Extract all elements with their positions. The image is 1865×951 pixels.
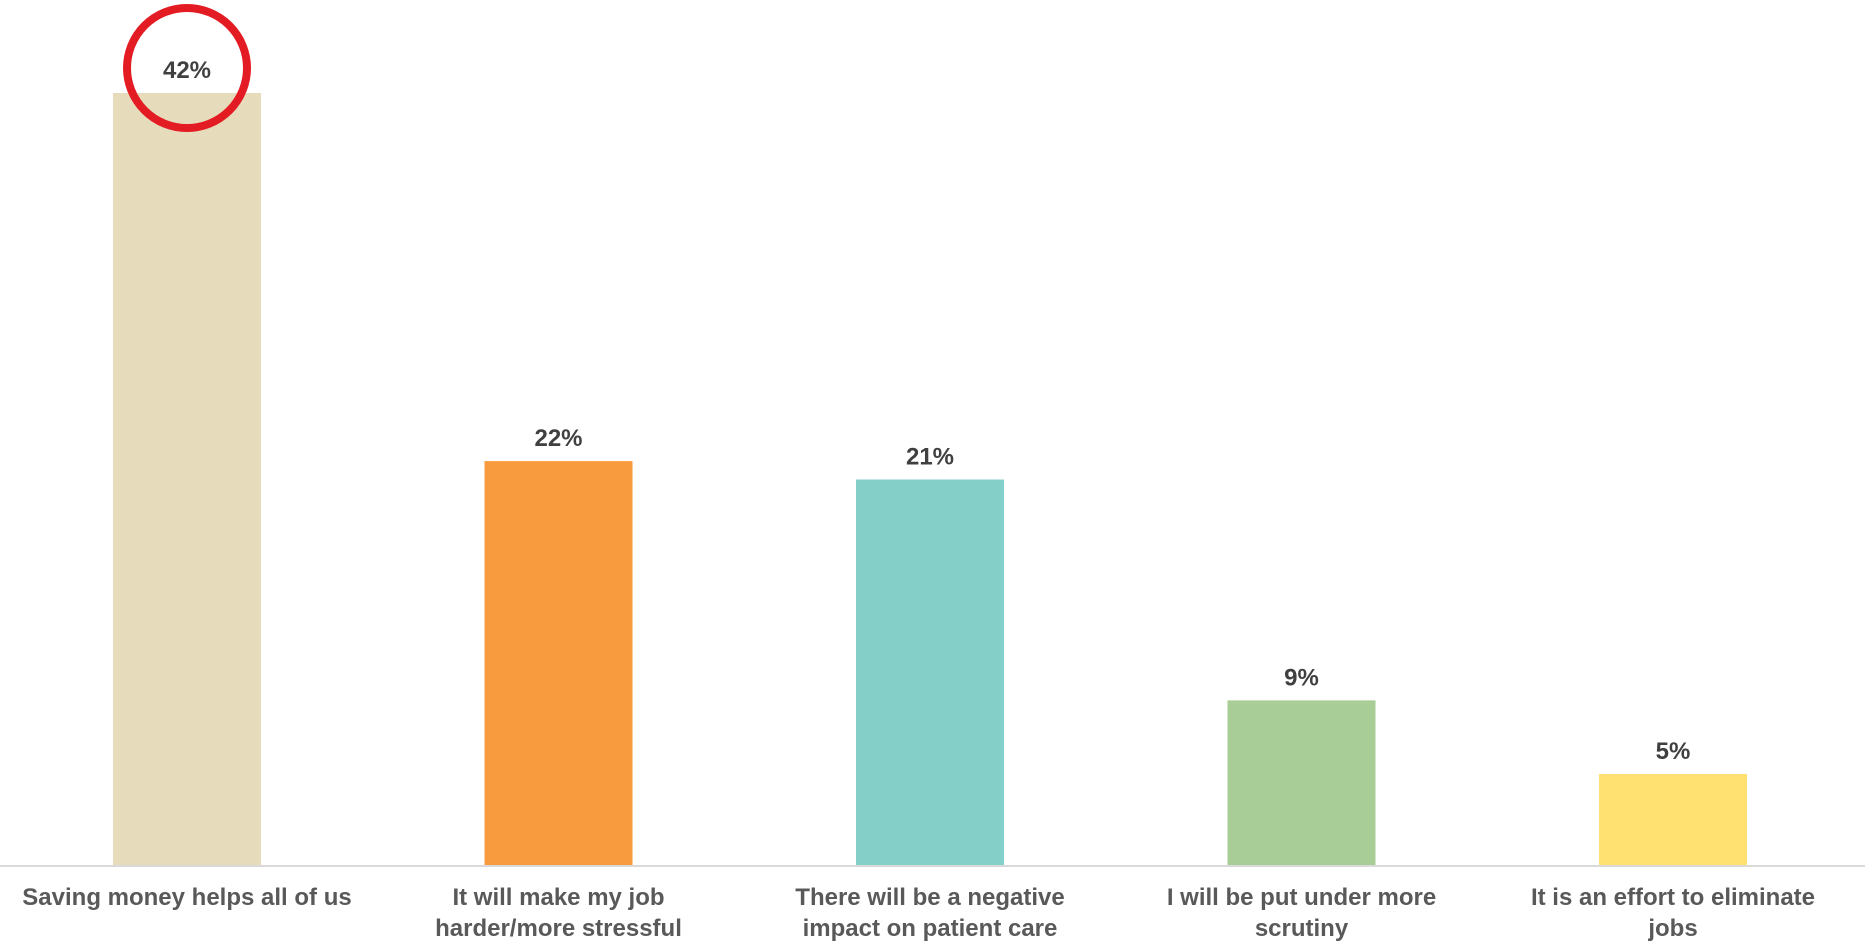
category-label-2: There will be a negative impact on patien…	[795, 884, 1064, 942]
category-label-line: harder/more stressful	[435, 915, 682, 942]
bars-group	[113, 93, 1747, 866]
category-label-3: I will be put under more scrutiny	[1167, 884, 1436, 942]
bar-2	[856, 479, 1004, 866]
highlight-circle	[123, 4, 251, 132]
data-label-3: 9%	[1284, 664, 1319, 691]
bar-1	[484, 461, 633, 866]
category-label-1: It will make my job harder/more stressful	[435, 884, 682, 942]
category-label-line: I will be put under more	[1167, 884, 1436, 911]
data-label-1: 22%	[534, 425, 582, 452]
category-label-line: scrutiny	[1255, 915, 1349, 942]
data-label-0: 42%	[163, 57, 211, 84]
value-labels-group: 42% 22% 21% 9% 5%	[163, 57, 1690, 765]
data-label-2: 21%	[906, 444, 954, 471]
bar-4	[1599, 773, 1747, 866]
category-label-0: Saving money helps all of us	[22, 884, 351, 911]
category-label-line: It will make my job	[452, 884, 664, 911]
bar-3	[1227, 700, 1376, 866]
category-label-line: It is an effort to eliminate	[1531, 884, 1815, 911]
bar-0	[113, 93, 261, 866]
category-labels-group: Saving money helps all of us It will make…	[22, 884, 1815, 942]
category-label-line: There will be a negative	[795, 884, 1064, 911]
category-label-line: Saving money helps all of us	[22, 884, 351, 911]
highlight-group	[123, 4, 251, 132]
category-label-line: jobs	[1647, 915, 1697, 942]
category-label-4: It is an effort to eliminate jobs	[1531, 884, 1815, 942]
category-label-line: impact on patient care	[803, 915, 1058, 942]
data-label-4: 5%	[1656, 738, 1691, 765]
